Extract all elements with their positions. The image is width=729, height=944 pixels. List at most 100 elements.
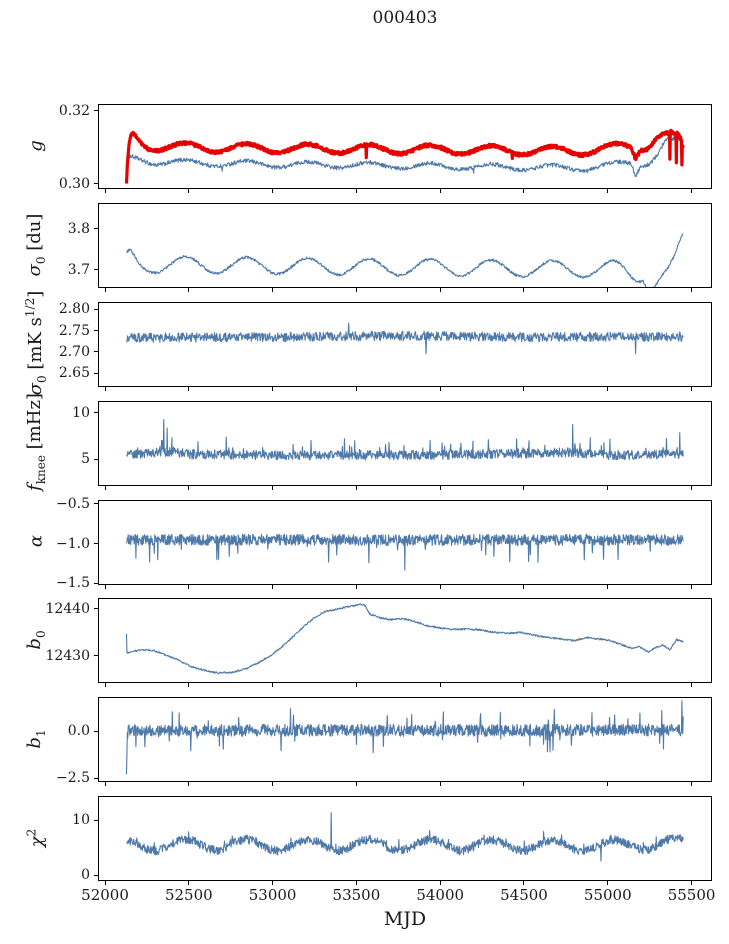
- xtick-fknee: [523, 485, 525, 490]
- ytick-label-alpha: −1.0: [56, 535, 90, 552]
- panel-fknee-canvas: [126, 418, 684, 460]
- ylabel-part: 1/2: [23, 297, 38, 318]
- ytick-label-alpha: −1.5: [56, 575, 90, 592]
- xtick-sigma0-mks: [355, 386, 357, 391]
- panel-sigma0-mks: [98, 301, 712, 387]
- ytick-g: [94, 183, 98, 185]
- xtick-label: 53500: [332, 886, 381, 904]
- xtick-b1: [439, 782, 441, 786]
- series-b0: [125, 603, 684, 675]
- xtick-fknee: [439, 485, 441, 490]
- ylabel-g: g: [26, 140, 47, 152]
- xtick-fknee: [188, 485, 190, 490]
- xtick-alpha: [355, 584, 357, 589]
- xtick-g: [439, 189, 441, 193]
- ytick-alpha: [94, 582, 98, 584]
- ytick-label-sigma0-mks: 2.70: [58, 343, 90, 360]
- ylabel-part: [du]: [24, 213, 46, 256]
- series-fknee: [126, 418, 684, 460]
- xtick-alpha: [523, 584, 525, 589]
- xtick-chi2: [272, 881, 274, 885]
- panel-b0: [98, 598, 712, 683]
- ylabel-sigma0-mks: σ0 [mK s1/2]: [23, 291, 49, 396]
- panel-sigma0-du-canvas: [126, 233, 684, 287]
- xtick-sigma0-du: [272, 288, 274, 292]
- ytick-label-b1: 0.0: [67, 723, 90, 740]
- ytick-alpha: [94, 543, 98, 544]
- xtick-sigma0-du: [104, 288, 106, 292]
- xtick-label: 52500: [164, 886, 213, 904]
- xtick-b1: [355, 782, 357, 786]
- xtick-b0: [607, 683, 609, 687]
- panel-g: [98, 104, 712, 189]
- xtick-sigma0-mks: [272, 386, 274, 391]
- x-axis-label: MJD: [383, 908, 427, 930]
- ytick-label-chi2: 0: [81, 867, 90, 884]
- xtick-g: [607, 189, 609, 193]
- xtick-label: 52000: [81, 886, 129, 904]
- ytick-sigma0-du: [94, 269, 98, 270]
- xtick-sigma0-du: [691, 288, 693, 292]
- ylabel-alpha: α: [26, 535, 47, 547]
- ylabel-sigma0-du: σ0 [du]: [24, 213, 48, 276]
- ylabel-part: [mHz]: [24, 393, 46, 456]
- ytick-label-b1: −2.5: [56, 770, 90, 786]
- xtick-fknee: [691, 485, 693, 490]
- ylabel-part: [mK s: [25, 317, 47, 376]
- xtick-alpha: [607, 584, 609, 589]
- xtick-sigma0-mks: [691, 386, 693, 391]
- xtick-b1: [691, 782, 693, 786]
- panel-alpha-canvas: [125, 533, 684, 571]
- xtick-alpha: [439, 584, 441, 589]
- ytick-fknee: [94, 412, 98, 414]
- panel-sigma0-mks-canvas: [125, 322, 684, 354]
- panel-g-canvas: [124, 128, 685, 184]
- xtick-g: [523, 189, 525, 193]
- ylabel-part: χ: [26, 835, 48, 847]
- ylabel-part: α: [25, 534, 47, 548]
- ytick-label-sigma0-mks: 2.65: [58, 365, 90, 382]
- xtick-g: [272, 189, 274, 193]
- ytick-sigma0-mks: [94, 308, 98, 310]
- ytick-sigma0-mks: [94, 330, 98, 332]
- xtick-chi2: [104, 881, 106, 885]
- ylabel-part: f: [24, 484, 46, 491]
- ylabel-part: 2: [24, 828, 39, 836]
- xtick-sigma0-mks: [439, 386, 441, 391]
- ytick-sigma0-mks: [94, 372, 98, 374]
- xtick-alpha: [104, 584, 106, 589]
- panel-fknee: [98, 400, 712, 486]
- xtick-label: 55000: [583, 886, 632, 904]
- xtick-chi2: [691, 881, 693, 885]
- panel-b0-canvas: [125, 603, 684, 675]
- ytick-g: [94, 110, 98, 112]
- xtick-b0: [439, 683, 441, 687]
- ytick-sigma0-du: [94, 228, 98, 230]
- ytick-label-b0: 12430: [45, 647, 90, 664]
- ylabel-part: ]: [25, 290, 47, 298]
- xtick-sigma0-mks: [104, 386, 106, 391]
- xtick-alpha: [691, 584, 693, 589]
- xtick-chi2: [439, 881, 441, 885]
- panel-sigma0-du: [98, 203, 712, 288]
- ylabel-part: g: [25, 139, 47, 152]
- xtick-sigma0-mks: [188, 386, 190, 391]
- ytick-b0: [94, 655, 98, 657]
- panel-b1-canvas: [125, 700, 684, 775]
- ylabel-b1: b1: [24, 729, 48, 748]
- xtick-b0: [272, 683, 274, 687]
- xtick-sigma0-mks: [523, 386, 525, 391]
- xtick-chi2: [188, 881, 190, 885]
- series-alpha: [125, 533, 684, 571]
- ylabel-chi2: χ2: [25, 828, 48, 847]
- xtick-chi2: [523, 881, 525, 885]
- xtick-fknee: [104, 485, 106, 490]
- ytick-label-alpha: −0.5: [56, 495, 90, 512]
- xtick-alpha: [272, 584, 274, 589]
- xtick-label: 54000: [416, 886, 465, 904]
- xtick-label: 54500: [500, 886, 548, 904]
- ytick-fknee: [94, 458, 98, 460]
- xtick-alpha: [188, 584, 190, 589]
- ytick-chi2: [94, 874, 98, 876]
